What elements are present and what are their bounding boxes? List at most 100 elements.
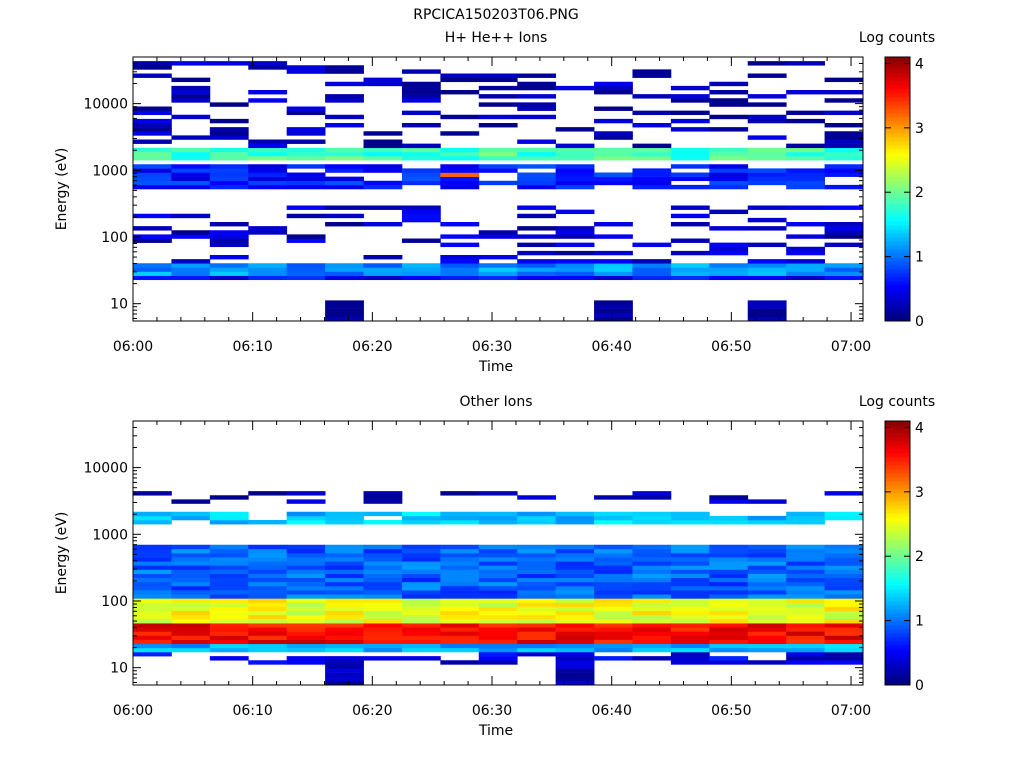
heatmap-cell [440,172,480,177]
colorbar-step [885,281,910,286]
heatmap-cell [670,222,710,227]
heatmap-cell [363,577,403,583]
heatmap-cell [709,643,749,649]
heatmap-cell [209,271,249,276]
heatmap-cell [517,631,557,636]
heatmap-cell [517,635,557,640]
colorbar-tick-label: 4 [915,420,924,436]
heatmap-cell [478,635,518,640]
colorbar-step [885,133,910,138]
colorbar-step [885,217,910,222]
heatmap-cell [594,643,633,649]
heatmap-cell [209,590,249,595]
heatmap-cell [363,631,403,636]
heatmap-cell [747,168,787,173]
heatmap-cell [517,623,557,628]
heatmap-cell [286,639,326,645]
heatmap-cell [401,598,441,603]
heatmap-cell [478,94,518,99]
heatmap-cell [555,664,595,669]
x-tick-label: 06:00 [113,703,153,719]
heatmap-cell [248,98,288,103]
heatmap-cell [286,139,326,144]
colorbar-step [885,605,910,610]
heatmap-cell [363,544,403,550]
heatmap-cell [555,594,595,599]
heatmap-cell [670,565,710,570]
heatmap-cell [209,180,249,186]
heatmap-cell [824,627,864,632]
heatmap-cell [632,590,672,595]
colorbar-step [885,677,910,682]
heatmap-cell [286,656,326,661]
heatmap-cell [670,619,710,624]
heatmap-cell [594,300,633,305]
colorbar-step [885,489,910,494]
heatmap-cell [401,647,441,653]
heatmap-cell [401,172,441,177]
heatmap-cell [363,627,403,632]
heatmap-cell [670,581,710,587]
heatmap-cell [594,586,633,591]
heatmap-cell [325,672,364,678]
heatmap-cell [709,209,749,215]
heatmap-cell [786,569,825,574]
y-axis: 10 100 1000 10000 [83,420,863,683]
heatmap-cell [786,176,825,182]
heatmap-cell [709,499,749,504]
heatmap-cell [517,639,557,645]
heatmap-cell [670,660,710,665]
colorbar-step [885,181,910,186]
heatmap-cell [133,643,172,649]
heatmap-cell [517,250,557,256]
heatmap-cell [209,569,249,574]
heatmap-cell [133,164,172,169]
heatmap-cell [555,259,595,264]
heatmap-cell [786,143,825,149]
heatmap-cell [632,168,672,173]
heatmap-cell [709,561,749,566]
heatmap-cell [478,520,518,525]
heatmap-cell [440,263,480,268]
heatmap-cell [401,238,441,243]
colorbar-step [885,661,910,666]
heatmap-cell [786,619,825,624]
heatmap-cell [325,312,364,318]
heatmap-cell [209,127,249,132]
heatmap-cell [325,598,364,603]
heatmap-cell [517,495,557,500]
heatmap-cell [709,590,749,595]
heatmap-cell [363,598,403,603]
heatmap-cell [594,520,633,525]
heatmap-cell [824,511,864,517]
heatmap-cell [747,643,787,649]
heatmap-cell [555,267,595,272]
heatmap-cell [632,557,672,562]
heatmap-cell [286,557,326,562]
heatmap-cell [209,184,249,190]
heatmap-cell [248,139,288,144]
heatmap-cell [824,263,864,268]
heatmap-cell [670,184,710,190]
heatmap-cell [709,586,749,591]
heatmap-cell [171,573,211,579]
heatmap-cell [478,234,518,239]
heatmap-cell [286,647,326,653]
heatmap-cell [786,614,825,620]
heatmap-cell [670,151,710,157]
heatmap-cell [747,114,787,120]
heatmap-cell [171,606,211,612]
heatmap-cell [670,511,710,517]
heatmap-cell [747,577,787,583]
heatmap-cell [401,98,441,103]
heatmap-cell [670,147,710,153]
heatmap-cell [670,520,710,525]
heatmap-cell [632,647,672,653]
heatmap-cell [824,226,864,231]
heatmap-cell [709,627,749,632]
heatmap-cell [440,577,480,583]
heatmap-cell [747,217,787,223]
heatmap-cell [209,656,249,661]
heatmap-cell [670,631,710,636]
heatmap-cell [555,569,595,574]
